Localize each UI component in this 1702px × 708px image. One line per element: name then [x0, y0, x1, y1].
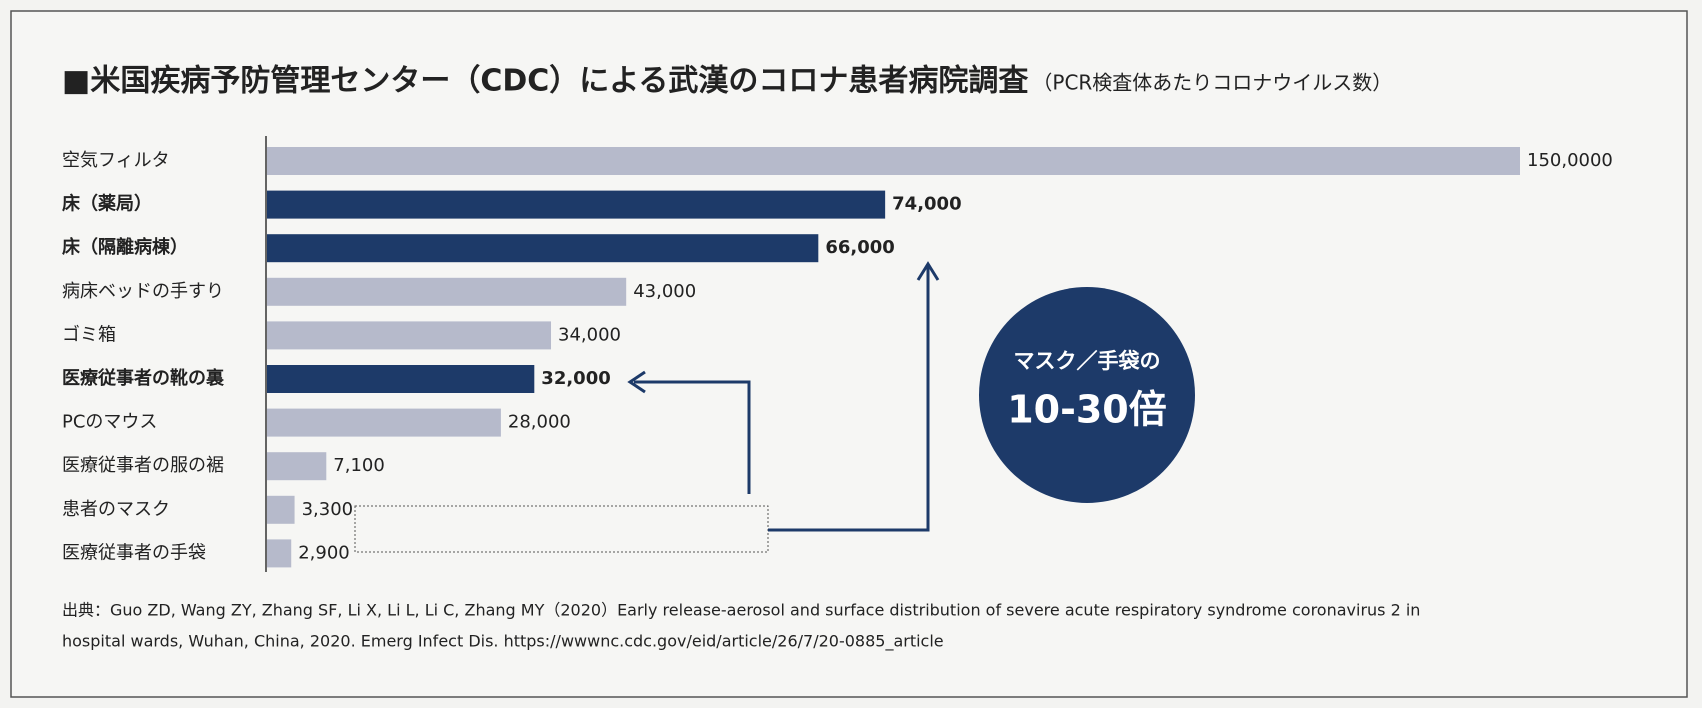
- bar: [267, 190, 886, 219]
- bar: [267, 234, 819, 263]
- arrow-head: [627, 370, 646, 394]
- arrow-head: [916, 261, 940, 281]
- data-label: 32,000: [541, 368, 610, 389]
- bar: [267, 408, 501, 437]
- arrows: [354, 261, 940, 553]
- y-tick-label: 空気フィルタ: [62, 150, 170, 171]
- chart-title: ■米国疾病予防管理センター（CDC）による武漢のコロナ患者病院調査: [62, 64, 1028, 99]
- y-tick-label: 医療従事者の靴の裏: [62, 367, 225, 389]
- y-tick-label: 医療従事者の服の裾: [62, 455, 224, 476]
- bar: [267, 495, 295, 524]
- callout-text: 10-30倍: [1007, 388, 1167, 432]
- bar: [267, 365, 535, 393]
- callout-text: マスク／手袋の: [1014, 349, 1161, 373]
- data-label: 7,100: [333, 455, 385, 476]
- y-tick-label: 患者のマスク: [62, 499, 170, 520]
- y-tick-label: ゴミ箱: [62, 324, 116, 345]
- data-label: 66,000: [825, 237, 894, 258]
- y-tick-label: 医療従事者の手袋: [62, 542, 206, 563]
- frame: [10, 10, 1688, 698]
- data-label: 34,000: [558, 324, 621, 345]
- bar: [267, 277, 627, 306]
- data-label: 2,900: [298, 542, 350, 563]
- y-tick-label: 床（薬局）: [62, 193, 152, 215]
- bar: [267, 452, 327, 481]
- source-note: 出典：Guo ZD, Wang ZY, Zhang SF, Li X, Li L…: [62, 601, 1420, 620]
- arrow: [768, 266, 930, 532]
- data-label: 150,0000: [1527, 150, 1613, 171]
- y-tick-label: 病床ベッドの手すり: [62, 281, 224, 302]
- source-note: hospital wards, Wuhan, China, 2020. Emer…: [62, 632, 944, 652]
- chart-subtitle: （PCR検査体あたりコロナウイルス数）: [1032, 71, 1392, 95]
- bar: [267, 539, 292, 568]
- y-tick-label: PCのマウス: [62, 412, 157, 433]
- bar: [267, 321, 552, 350]
- callout-circle: [979, 287, 1195, 503]
- data-label: 74,000: [892, 194, 961, 215]
- data-label: 28,000: [508, 412, 571, 433]
- bar: [267, 147, 1520, 175]
- data-label: 3,300: [302, 499, 354, 520]
- data-label: 43,000: [633, 281, 696, 302]
- y-tick-label: 床（隔離病棟）: [62, 236, 188, 258]
- arrow: [634, 380, 751, 494]
